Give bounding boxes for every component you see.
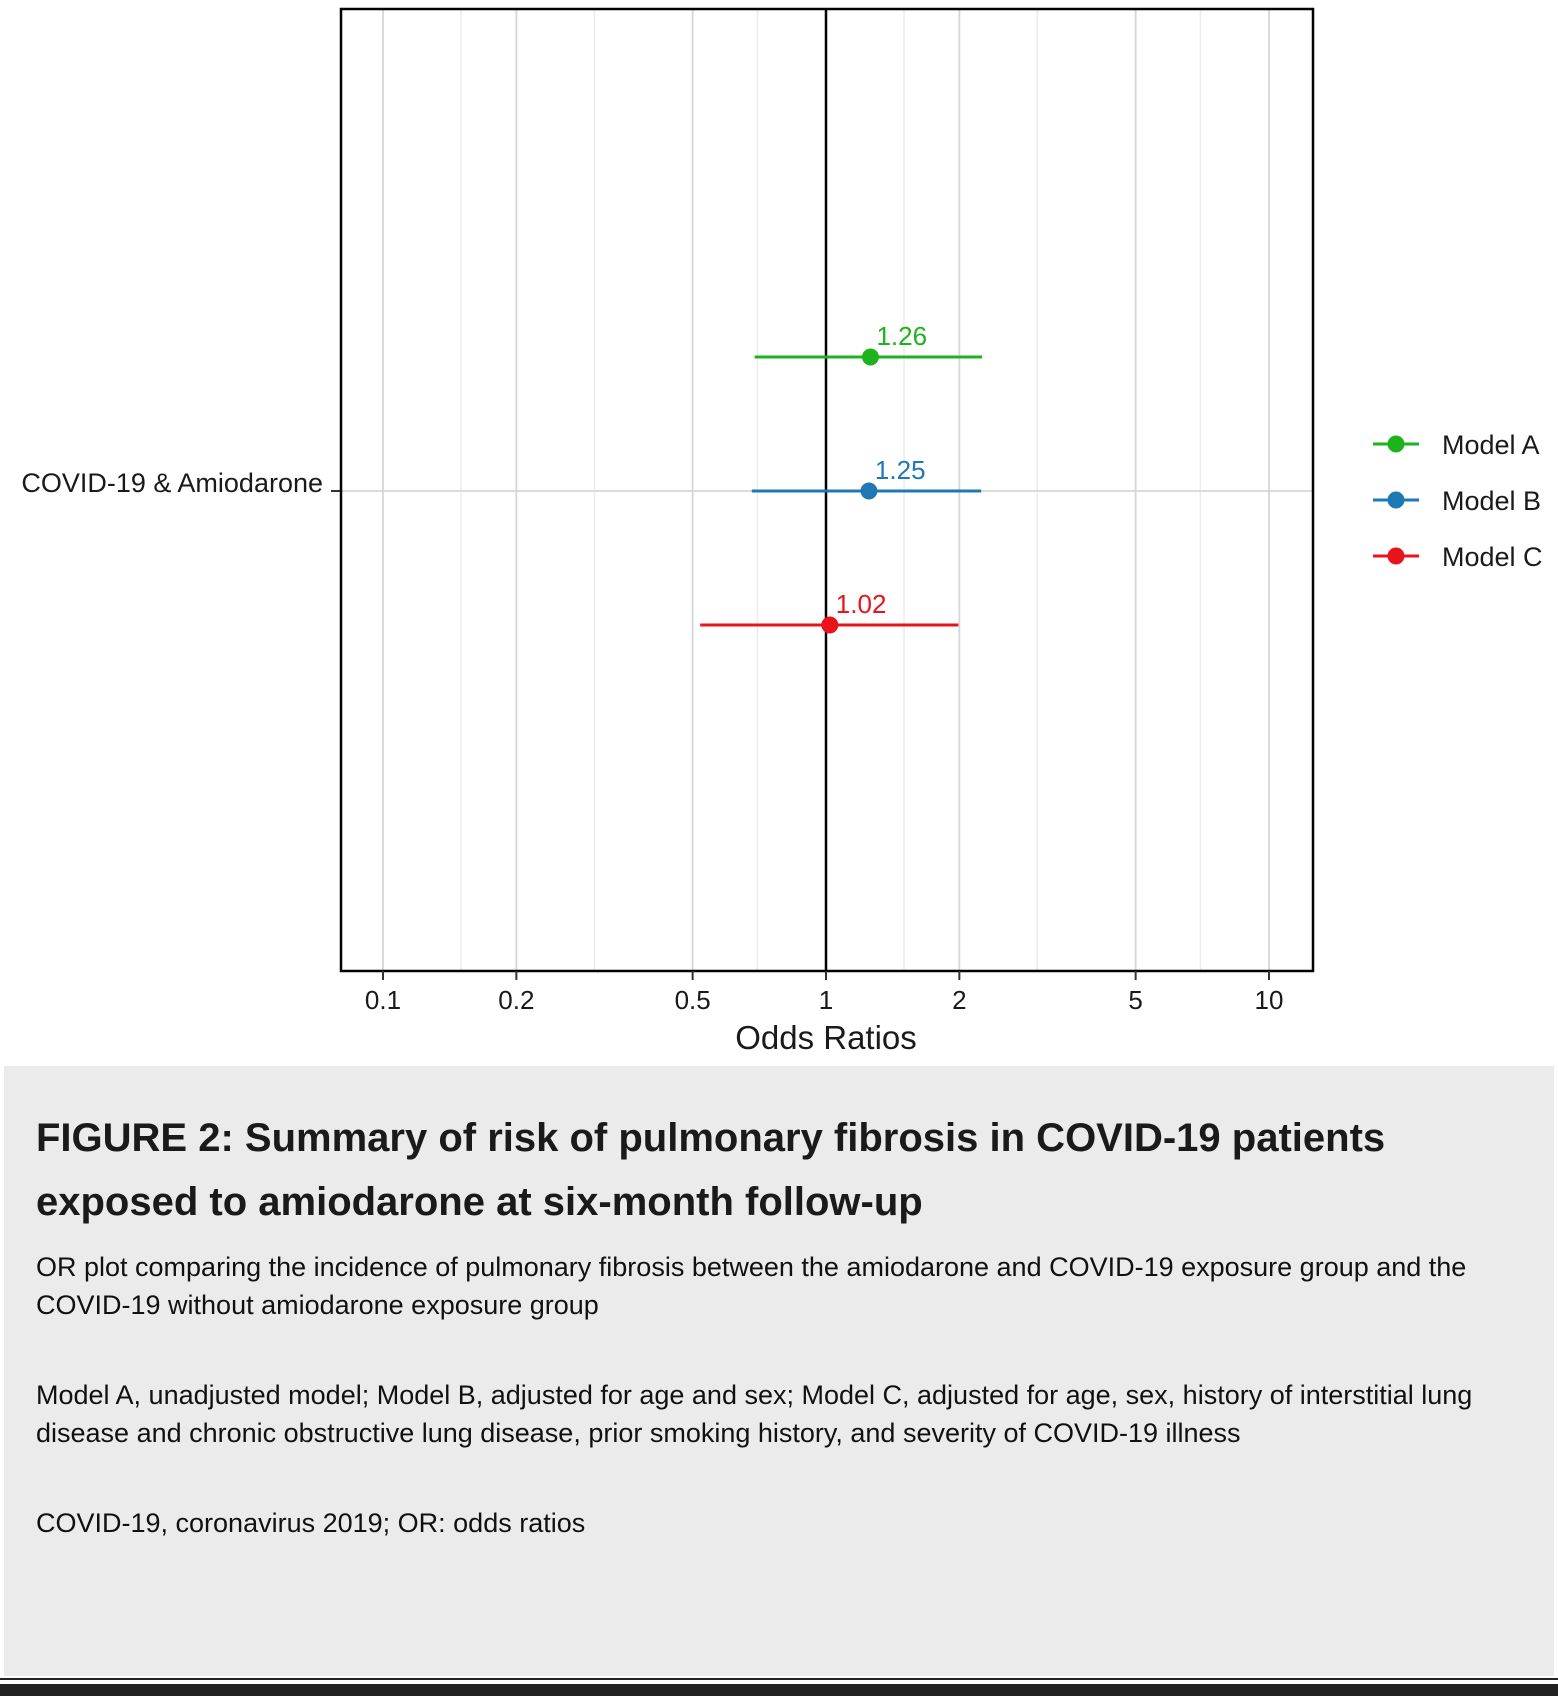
legend-label-2: Model C — [1442, 542, 1543, 572]
x-tick-label-1: 0.2 — [498, 985, 534, 1015]
x-tick-label-2: 0.5 — [675, 985, 711, 1015]
caption-paragraph-3: COVID-19, coronavirus 2019; OR: odds rat… — [36, 1508, 586, 1538]
bottom-rule-thin — [0, 1678, 1558, 1680]
or-data-label-1: 1.25 — [875, 455, 926, 485]
y-axis: COVID-19 & Amiodarone — [21, 468, 340, 498]
x-tick-label-4: 2 — [952, 985, 966, 1015]
x-axis: 0.1 0.2 0.5 1 2 5 10 — [365, 971, 1284, 1015]
or-data-label-0: 1.26 — [876, 321, 927, 351]
caption-paragraph-1: OR plot comparing the incidence of pulmo… — [36, 1252, 1467, 1320]
or-point-0 — [861, 348, 879, 366]
caption-paragraph-2: Model A, unadjusted model; Model B, adju… — [36, 1380, 1473, 1448]
or-data-label-2: 1.02 — [836, 589, 887, 619]
bottom-rule — [0, 1684, 1558, 1696]
or-point-1 — [860, 482, 878, 500]
or-point-2 — [821, 616, 839, 634]
series-group: 1.26 1.25 1.02 — [700, 321, 983, 634]
legend-key-point-0 — [1387, 435, 1405, 453]
x-tick-label-3: 1 — [819, 985, 833, 1015]
row-label: COVID-19 & Amiodarone — [21, 468, 323, 498]
legend-label-1: Model B — [1442, 486, 1541, 516]
legend-label-0: Model A — [1442, 430, 1540, 460]
forest-plot: 1.26 1.25 1.02 0.1 0.2 0.5 1 2 5 10 COVID-19 & A… — [21, 7, 1543, 1056]
x-tick-label-6: 10 — [1255, 985, 1284, 1015]
legend-key-point-1 — [1387, 491, 1405, 509]
figure-caption: FIGURE 2: Summary of risk of pulmonary f… — [4, 1066, 1554, 1676]
x-tick-label-5: 5 — [1128, 985, 1142, 1015]
legend-key-point-2 — [1387, 547, 1405, 565]
caption-title: FIGURE 2: Summary of risk of pulmonary f… — [36, 1116, 1386, 1224]
x-axis-title: Odds Ratios — [735, 1019, 917, 1056]
legend: Model A Model B Model C — [1373, 430, 1543, 572]
x-tick-label-0: 0.1 — [365, 985, 401, 1015]
